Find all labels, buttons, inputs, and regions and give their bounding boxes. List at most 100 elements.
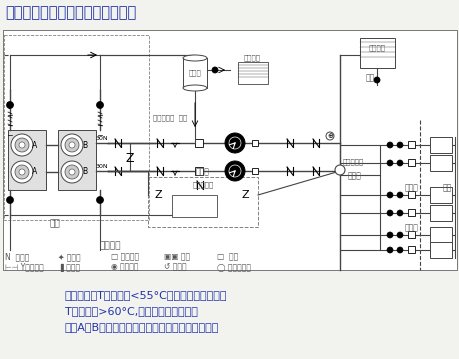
Circle shape	[396, 210, 402, 216]
Bar	[429, 227, 451, 243]
Bar	[407, 191, 414, 198]
Text: ✦ 压力表: ✦ 压力表	[58, 252, 80, 261]
Text: 控制箱: 控制箱	[196, 168, 209, 177]
Circle shape	[65, 138, 79, 152]
Text: 辅助加热器: 辅助加热器	[192, 182, 213, 188]
Circle shape	[6, 196, 13, 204]
Text: 制冷模式下对生活热水水泵的控制: 制冷模式下对生活热水水泵的控制	[5, 5, 136, 20]
Bar	[237, 62, 268, 84]
Ellipse shape	[183, 55, 207, 61]
Text: □ 水流开关: □ 水流开关	[111, 252, 139, 261]
Circle shape	[386, 192, 392, 198]
Text: 30N: 30N	[95, 135, 108, 140]
Text: 压差旁通阀: 压差旁通阀	[341, 159, 363, 165]
Circle shape	[61, 134, 83, 156]
Circle shape	[96, 102, 103, 108]
Bar	[148, 177, 257, 227]
Circle shape	[11, 161, 33, 183]
Circle shape	[396, 142, 402, 148]
Bar	[3, 30, 456, 270]
Circle shape	[61, 161, 83, 183]
Bar	[4, 35, 149, 220]
Text: B: B	[82, 140, 87, 149]
Circle shape	[69, 169, 75, 175]
Bar	[252, 140, 257, 146]
Circle shape	[386, 160, 392, 166]
Circle shape	[65, 165, 79, 179]
Bar	[58, 130, 96, 190]
Bar	[407, 141, 414, 148]
Circle shape	[224, 133, 245, 153]
Text: 二通阀: 二通阀	[404, 183, 418, 192]
Text: 主机: 主机	[50, 219, 60, 228]
Bar	[429, 242, 451, 258]
Bar	[429, 187, 451, 203]
Text: T生活出水>60°C,则停生活热水水泵；: T生活出水>60°C,则停生活热水水泵；	[65, 306, 197, 316]
Bar	[429, 205, 451, 221]
Text: Z: Z	[241, 190, 248, 200]
Ellipse shape	[183, 85, 207, 91]
Text: Z: Z	[125, 151, 134, 164]
Circle shape	[386, 142, 392, 148]
Bar	[429, 155, 451, 171]
Circle shape	[224, 161, 245, 181]
Circle shape	[386, 210, 392, 216]
Text: A: A	[32, 140, 38, 149]
Text: ▐ 温度计: ▐ 温度计	[58, 262, 80, 271]
Circle shape	[96, 196, 103, 204]
Text: Z: Z	[154, 190, 162, 200]
Circle shape	[69, 142, 75, 148]
Circle shape	[386, 232, 392, 238]
Text: 来水: 来水	[442, 183, 451, 192]
Text: 三通阀: 三通阀	[404, 224, 418, 233]
Circle shape	[396, 247, 402, 253]
Text: ↺ 止回阀: ↺ 止回阀	[164, 262, 186, 271]
Text: ⊢⊣ Y形过滤器: ⊢⊣ Y形过滤器	[5, 262, 44, 271]
Circle shape	[373, 77, 379, 83]
Bar	[195, 139, 202, 147]
Circle shape	[396, 160, 402, 166]
Text: 补水: 补水	[364, 74, 374, 83]
Text: B: B	[82, 168, 87, 177]
Circle shape	[6, 102, 13, 108]
Text: □  旁通: □ 旁通	[217, 252, 238, 261]
Bar	[172, 195, 217, 217]
Circle shape	[229, 165, 241, 177]
Text: N  截止阀: N 截止阀	[5, 252, 29, 261]
Circle shape	[11, 134, 33, 156]
Bar	[429, 137, 451, 153]
Circle shape	[334, 165, 344, 175]
Text: ◉ 循环水泵: ◉ 循环水泵	[111, 262, 138, 271]
Circle shape	[15, 138, 29, 152]
Bar	[8, 130, 46, 190]
Text: 30N: 30N	[95, 163, 108, 168]
Bar	[183, 58, 207, 88]
Text: 电磁阀控制  开关: 电磁阀控制 开关	[152, 115, 187, 121]
Text: 只要A，B压缩机中有一个停，生活热水水泵立即停: 只要A，B压缩机中有一个停，生活热水水泵立即停	[65, 322, 219, 332]
Bar	[407, 246, 414, 253]
Bar	[359, 38, 394, 68]
Circle shape	[19, 169, 25, 175]
Text: ◯ 自动排气阀: ◯ 自动排气阀	[217, 262, 251, 271]
Bar	[407, 209, 414, 216]
Bar	[195, 167, 202, 175]
Circle shape	[386, 247, 392, 253]
Text: ⊕: ⊕	[326, 133, 332, 139]
Bar	[407, 159, 414, 166]
Circle shape	[396, 192, 402, 198]
Text: 热水用户: 热水用户	[243, 55, 260, 61]
Bar	[252, 168, 257, 174]
Text: 符号说明: 符号说明	[99, 242, 120, 251]
Circle shape	[15, 165, 29, 179]
Circle shape	[229, 137, 241, 149]
Circle shape	[212, 67, 218, 73]
Text: 生水箱: 生水箱	[347, 172, 361, 181]
Circle shape	[325, 132, 333, 140]
Circle shape	[19, 142, 25, 148]
Text: 储水箱: 储水箱	[188, 70, 201, 76]
Circle shape	[396, 232, 402, 238]
Bar	[407, 231, 414, 238]
Text: A: A	[32, 168, 38, 177]
Text: 若正常，且T生活出水<55°C则继续运行热水水泵: 若正常，且T生活出水<55°C则继续运行热水水泵	[65, 290, 227, 300]
Text: 蓄冷水箱: 蓄冷水箱	[368, 45, 385, 51]
